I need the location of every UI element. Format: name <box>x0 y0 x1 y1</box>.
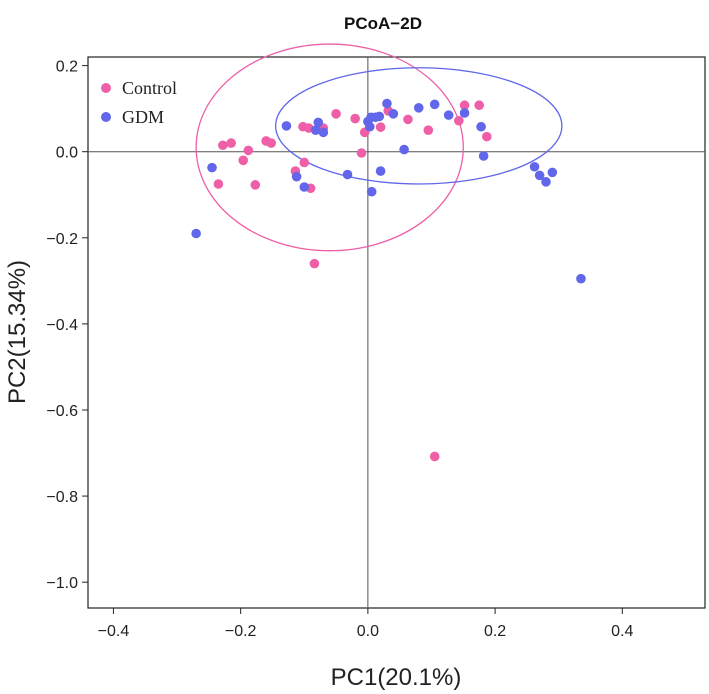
point-gdm-27 <box>541 177 551 187</box>
x-tick-label: −0.2 <box>225 623 257 640</box>
point-gdm-6 <box>313 117 324 128</box>
y-tick-label: −0.2 <box>46 231 78 248</box>
point-gdm-21 <box>443 110 454 120</box>
point-gdm-19 <box>413 102 424 113</box>
point-control-22 <box>423 125 434 135</box>
point-gdm-24 <box>478 151 489 161</box>
x-axis-ticks: −0.4 −0.2 0.0 0.2 0.4 <box>98 608 634 640</box>
point-control-13 <box>309 258 320 269</box>
x-tick-label: 0.4 <box>611 623 633 640</box>
point-gdm-26 <box>534 170 545 181</box>
point-gdm-7 <box>318 127 329 138</box>
point-gdm-1 <box>207 162 217 173</box>
point-control-7 <box>266 138 276 148</box>
y-tick-label: −0.4 <box>46 317 78 334</box>
point-gdm-20 <box>429 99 440 110</box>
point-gdm-17 <box>388 109 399 119</box>
reference-lines <box>88 57 705 608</box>
x-tick-label: −0.4 <box>98 623 130 640</box>
ellipse-control <box>195 43 464 252</box>
legend-marker-control <box>101 83 111 93</box>
point-control-2 <box>226 138 236 148</box>
point-gdm-28 <box>547 167 558 178</box>
legend: Control GDM <box>101 78 177 127</box>
point-gdm-3 <box>291 171 302 182</box>
point-control-16 <box>350 113 360 124</box>
point-gdm-18 <box>399 144 409 155</box>
x-tick-label: 0.0 <box>357 623 379 640</box>
point-control-25 <box>459 100 470 111</box>
point-control-1 <box>218 140 228 151</box>
x-tick-label: 0.2 <box>484 623 506 640</box>
chart-title: PCoA−2D <box>344 14 422 33</box>
y-tick-label: −0.6 <box>46 403 78 420</box>
point-gdm-0 <box>191 228 201 239</box>
point-control-3 <box>238 155 249 166</box>
y-tick-label: 0.0 <box>56 145 78 162</box>
point-gdm-10 <box>364 121 375 132</box>
point-control-23 <box>429 451 440 462</box>
point-gdm-14 <box>374 111 385 122</box>
point-gdm-4 <box>299 182 310 192</box>
point-control-17 <box>356 148 367 158</box>
legend-label-gdm: GDM <box>122 107 164 127</box>
y-tick-label: 0.2 <box>56 59 78 76</box>
point-control-21 <box>403 114 413 125</box>
point-gdm-12 <box>366 186 377 197</box>
confidence-ellipses <box>195 43 563 252</box>
point-gdm-22 <box>459 108 470 118</box>
data-points <box>191 98 586 462</box>
point-gdm-2 <box>281 121 292 131</box>
y-tick-label: −0.8 <box>46 489 78 506</box>
point-gdm-29 <box>576 273 586 284</box>
point-control-10 <box>299 157 310 168</box>
legend-label-control: Control <box>122 78 177 98</box>
legend-marker-gdm <box>101 112 111 122</box>
point-control-24 <box>454 115 464 126</box>
point-gdm-25 <box>529 161 540 172</box>
point-control-4 <box>243 145 254 156</box>
point-gdm-23 <box>476 121 486 132</box>
point-control-27 <box>482 131 492 142</box>
point-control-5 <box>250 180 261 190</box>
ellipse-gdm <box>274 67 563 185</box>
y-tick-label: −1.0 <box>46 575 78 592</box>
y-axis-label: PC2(15.34%) <box>4 260 31 404</box>
point-gdm-15 <box>375 166 386 176</box>
point-control-19 <box>375 122 386 132</box>
point-control-15 <box>331 109 341 119</box>
point-gdm-8 <box>342 169 353 180</box>
point-control-26 <box>474 100 484 111</box>
point-control-0 <box>213 179 224 189</box>
point-gdm-5 <box>310 125 321 135</box>
point-gdm-16 <box>382 98 392 109</box>
x-axis-label: PC1(20.1%) <box>331 664 462 691</box>
plot-frame <box>87 56 706 609</box>
y-axis-ticks: 0.2 0.0 −0.2 −0.4 −0.6 −0.8 −1.0 <box>46 59 88 592</box>
